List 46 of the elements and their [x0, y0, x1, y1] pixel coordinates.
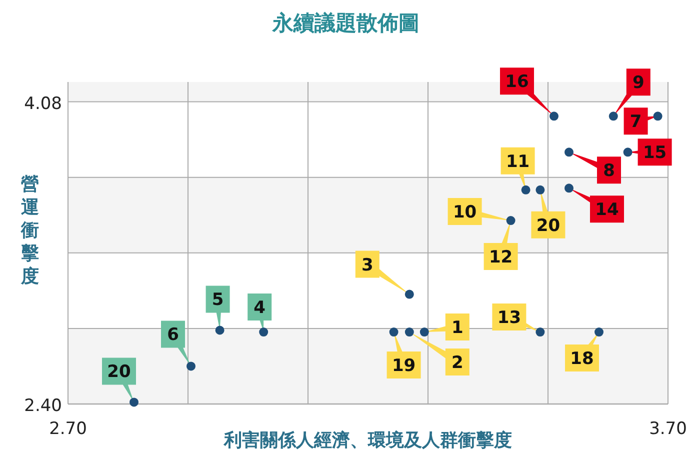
- chart-title: 永續議題散佈圖: [272, 11, 420, 35]
- point: [259, 328, 268, 337]
- point: [608, 112, 618, 121]
- annotation: 6: [167, 325, 179, 346]
- point: [186, 362, 196, 371]
- annotation: 19: [392, 356, 416, 376]
- point: [623, 148, 632, 157]
- point: [594, 328, 604, 337]
- x-tick-label: 3.70: [649, 419, 687, 439]
- y-axis-title: 營運衝擊度: [20, 174, 39, 287]
- annotation: 8: [603, 161, 615, 182]
- annotation: 1: [451, 318, 464, 338]
- point: [404, 290, 414, 299]
- annotation: 20: [536, 216, 560, 236]
- point: [564, 184, 574, 193]
- point: [653, 112, 662, 121]
- point: [536, 185, 545, 194]
- annotation: 11: [506, 152, 530, 172]
- annotation: 3: [361, 255, 374, 276]
- y-tick-label: 4.08: [24, 94, 62, 114]
- point: [130, 398, 138, 407]
- point: [536, 328, 545, 337]
- annotation: 14: [595, 200, 619, 220]
- annotation: 13: [497, 308, 522, 328]
- point: [215, 326, 224, 335]
- x-axis-title: 利害關係人經濟、環境及人群衝擊度: [223, 430, 512, 451]
- annotation: 20: [107, 362, 131, 382]
- annotation: 9: [632, 73, 644, 94]
- point: [550, 112, 558, 121]
- point: [389, 328, 398, 337]
- annotation: 10: [452, 202, 477, 223]
- annotation: 16: [505, 72, 529, 92]
- point: [521, 185, 530, 194]
- annotation: 12: [488, 248, 513, 268]
- point: [404, 328, 414, 337]
- annotation: 4: [254, 298, 266, 318]
- annotation: 5: [212, 290, 224, 310]
- annotation: 18: [570, 349, 594, 370]
- point: [506, 216, 516, 226]
- annotation: 7: [630, 112, 642, 132]
- x-tick-label: 2.70: [49, 419, 87, 439]
- annotation: 15: [642, 143, 667, 164]
- point: [564, 148, 574, 157]
- point: [420, 328, 429, 337]
- annotation: 2: [451, 353, 464, 374]
- y-tick-label: 2.40: [24, 396, 62, 416]
